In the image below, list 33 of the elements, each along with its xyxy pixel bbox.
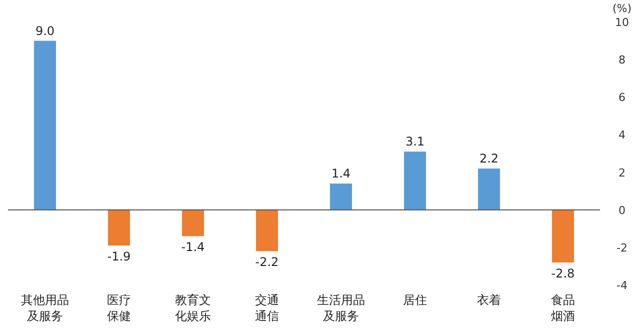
y-tick-label: 2: [618, 166, 626, 180]
data-label: -2.8: [551, 266, 575, 280]
data-label: -1.4: [181, 240, 205, 254]
y-tick-label: -4: [616, 279, 628, 292]
bar: [552, 210, 574, 262]
data-label: -1.9: [107, 250, 131, 264]
x-tick-label: 交通通信: [255, 293, 279, 323]
y-tick-label: 10: [615, 16, 629, 29]
x-tick-label: 教育文化娱乐: [175, 293, 211, 323]
x-tick-label: 居住: [403, 293, 427, 307]
x-tick-label: 其他用品及服务: [21, 293, 69, 323]
bar: [256, 210, 278, 252]
x-tick-label: 生活用品及服务: [317, 293, 365, 323]
bar: [108, 210, 130, 246]
bar: [330, 184, 352, 210]
data-label: 3.1: [405, 134, 425, 149]
data-label: 9.0: [35, 24, 55, 38]
y-tick-label: 0: [618, 204, 626, 217]
y-tick-label: 6: [618, 91, 626, 104]
y-tick-label: 8: [618, 54, 626, 67]
data-label: 2.2: [479, 152, 499, 166]
x-tick-label: 医疗保健: [107, 293, 131, 323]
bar: [34, 40, 56, 210]
y-tick-label: -2: [616, 241, 628, 254]
bar: [478, 168, 500, 210]
bar: [182, 210, 204, 236]
bar: [404, 152, 426, 210]
y-axis-title: (%): [612, 2, 632, 15]
x-tick-label: 食品烟酒: [551, 293, 575, 323]
y-tick-label: 4: [618, 128, 626, 142]
data-label: 1.4: [331, 166, 351, 181]
x-tick-label: 衣着: [477, 293, 501, 307]
data-label: -2.2: [255, 255, 279, 270]
